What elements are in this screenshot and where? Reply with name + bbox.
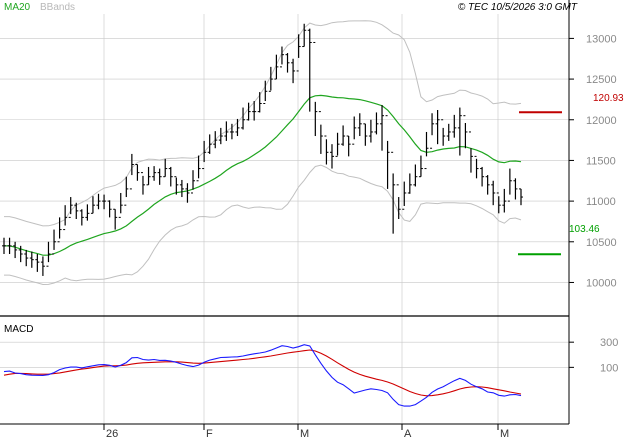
macd-tick-label: 100 — [600, 362, 618, 374]
price-tick-label: 10000 — [586, 277, 617, 289]
timestamp: © TEC 10/5/2026 3:0 GMT — [458, 2, 578, 13]
x-tick-label: 26 — [106, 428, 118, 440]
legend-ma20: MA20 — [4, 2, 31, 13]
macd-line — [3, 344, 522, 407]
x-tick-label: F — [206, 428, 213, 440]
x-tick-label: M — [500, 428, 509, 440]
macd-panel — [3, 344, 522, 407]
legend-bbands: BBands — [40, 2, 75, 13]
price-tick-label: 10500 — [586, 237, 617, 249]
price-panel — [2, 20, 562, 286]
macd-signal-line — [3, 349, 522, 397]
resistance-label: 120.93 — [593, 93, 624, 104]
price-tick-label: 12500 — [586, 74, 617, 86]
ma20-line — [4, 94, 522, 256]
macd-tick-label: 300 — [600, 337, 618, 349]
price-tick-label: 11000 — [586, 196, 616, 208]
bollinger-upper — [4, 20, 522, 227]
x-tick-label: A — [404, 428, 412, 440]
x-tick-label: M — [300, 428, 309, 440]
bollinger-lower — [4, 164, 522, 286]
price-tick-label: 12000 — [586, 115, 617, 127]
grid-lines — [0, 14, 569, 424]
price-tick-label: 11500 — [586, 155, 616, 167]
support-label: 103.46 — [569, 224, 600, 235]
price-tick-label: 13000 — [586, 33, 617, 45]
macd-title: MACD — [4, 324, 33, 335]
